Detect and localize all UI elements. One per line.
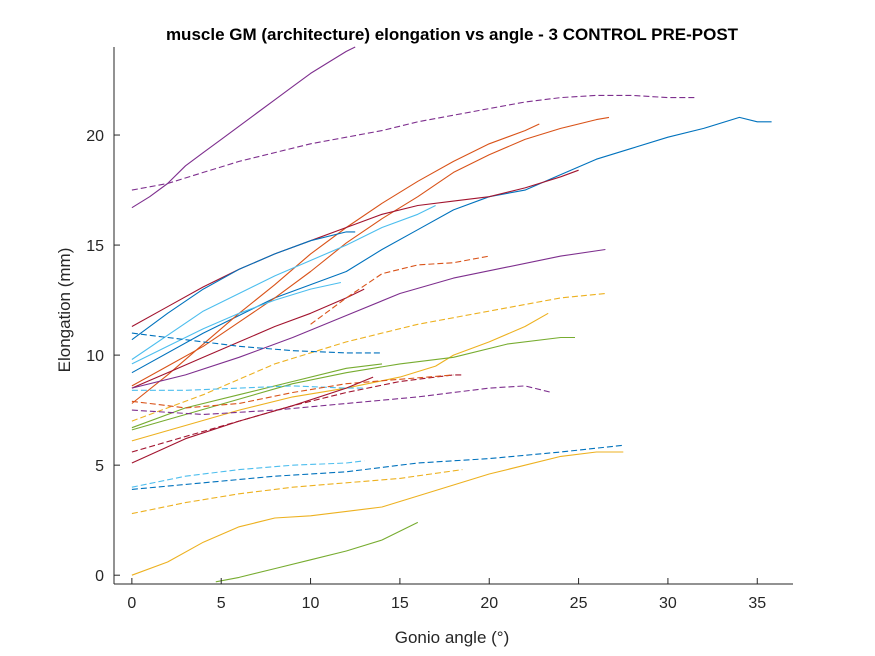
series-line-11 (131, 248, 606, 389)
series-line-10 (131, 288, 365, 389)
series-line-7 (131, 231, 356, 341)
series-line-3 (131, 116, 772, 374)
series-line-4 (131, 116, 610, 387)
series-line-16 (131, 336, 575, 431)
x-axis-label: Gonio angle (°) (395, 628, 510, 647)
chart-title: muscle GM (architecture) elongation vs a… (166, 25, 739, 44)
series-layer (131, 46, 772, 583)
x-tick-label: 10 (302, 595, 320, 612)
series-line-27 (215, 521, 419, 583)
series-line-6 (131, 169, 579, 327)
series-line-26 (131, 451, 624, 576)
x-tick-label: 35 (748, 595, 766, 612)
series-line-1 (131, 46, 356, 209)
series-line-9 (131, 205, 436, 360)
y-axis-label: Elongation (mm) (55, 248, 74, 373)
series-line-20 (131, 385, 365, 391)
series-line-8 (131, 281, 342, 365)
x-tick-label: 30 (659, 595, 677, 612)
x-tick-label: 0 (127, 595, 136, 612)
series-line-18 (131, 374, 463, 453)
y-tick-label: 20 (86, 128, 104, 145)
x-tick-label: 25 (570, 595, 588, 612)
x-tick-label: 15 (391, 595, 409, 612)
x-tick-label: 20 (480, 595, 498, 612)
y-tick-label: 0 (95, 568, 104, 585)
series-line-15 (131, 312, 549, 442)
y-tick-label: 5 (95, 458, 104, 475)
series-line-24 (131, 444, 624, 490)
y-tick-label: 10 (86, 348, 104, 365)
series-line-13 (131, 292, 606, 422)
axes-layer: 0 5 10 15 20 25 30 35 0 5 10 15 20 (86, 47, 793, 612)
series-line-21 (131, 374, 454, 409)
series-line-12 (310, 255, 490, 325)
plot-background (114, 47, 793, 584)
y-tick-label: 15 (86, 238, 104, 255)
series-line-14 (131, 332, 382, 354)
series-line-22 (131, 376, 374, 464)
series-line-23 (131, 460, 365, 488)
series-line-2 (131, 94, 695, 191)
series-line-17 (131, 363, 383, 429)
series-line-25 (131, 469, 463, 515)
x-tick-label: 5 (217, 595, 226, 612)
series-line-19 (131, 385, 552, 416)
